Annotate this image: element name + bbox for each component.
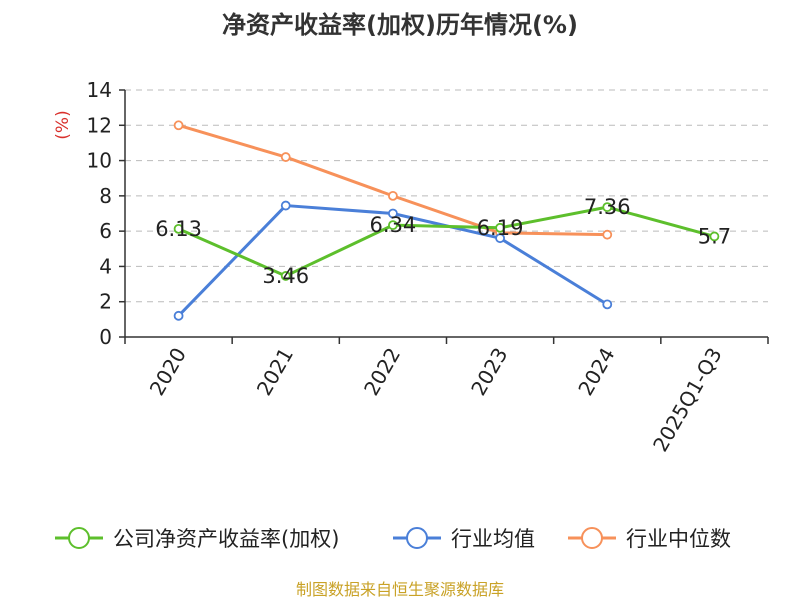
x-tick-label: 2024 (573, 344, 619, 400)
data-label: 5.7 (698, 224, 731, 248)
data-point (388, 208, 398, 219)
data-label: 6.19 (477, 216, 524, 240)
series-line (177, 205, 715, 278)
data-point (602, 229, 613, 240)
data-labels: 6.13 3.46 6.34 6.19 7.36 5.7 (155, 195, 731, 288)
data-point (173, 223, 184, 234)
y-tick-label: 10 (87, 149, 112, 173)
data-point (495, 233, 505, 244)
series-lines (173, 120, 720, 321)
chart-title: 净资产收益率(加权)历年情况(%) (222, 11, 578, 39)
legend-item[interactable]: 行业均值 (393, 527, 535, 551)
y-tick-label: 4 (99, 254, 112, 278)
legend-swatch-marker (581, 527, 603, 549)
legend: 公司净资产收益率(加权) 行业均值 行业中位数 (55, 527, 731, 551)
series-1 (173, 200, 613, 321)
data-point (280, 271, 291, 281)
y-tick-label: 0 (99, 325, 112, 349)
y-axis-label: (%) (53, 110, 73, 139)
data-point (709, 231, 720, 242)
legend-item[interactable]: 公司净资产收益率(加权) (55, 527, 339, 551)
data-label: 6.13 (155, 217, 202, 241)
data-label: 6.34 (370, 213, 417, 237)
data-point (602, 299, 613, 310)
legend-item[interactable]: 行业中位数 (568, 527, 731, 551)
legend-label: 行业中位数 (626, 527, 731, 551)
data-point (280, 152, 291, 162)
legend-label: 行业均值 (451, 527, 535, 551)
data-point (602, 202, 613, 213)
y-tick-label: 12 (87, 113, 112, 137)
x-tick-label: 2025Q1-Q3 (648, 344, 727, 456)
series-2 (173, 120, 613, 240)
y-tick-label: 2 (99, 290, 112, 314)
data-point (173, 310, 184, 321)
y-tick-label: 8 (99, 184, 112, 208)
data-label: 7.36 (584, 195, 631, 219)
data-point (280, 200, 291, 211)
axes: 0 2 4 6 8 10 12 14 2020 2021 2022 2023 2024 2025Q1-Q3 (87, 78, 769, 456)
data-point (388, 220, 398, 231)
data-point (173, 120, 184, 131)
series-0 (173, 202, 720, 281)
x-tick-label: 2023 (466, 344, 512, 400)
legend-swatch-marker (68, 527, 90, 549)
data-point (495, 222, 505, 233)
data-label: 3.46 (262, 264, 309, 288)
y-tick-label: 14 (87, 78, 112, 102)
grid-lines (125, 89, 768, 303)
legend-label: 公司净资产收益率(加权) (113, 527, 339, 551)
data-point (388, 190, 398, 201)
x-tick-label: 2020 (145, 344, 191, 400)
x-tick-label: 2021 (252, 344, 298, 400)
legend-swatch-marker (406, 527, 428, 549)
y-tick-label: 6 (99, 219, 112, 243)
source-note: 制图数据来自恒生聚源数据库 (296, 580, 504, 599)
x-tick-label: 2022 (359, 344, 405, 400)
